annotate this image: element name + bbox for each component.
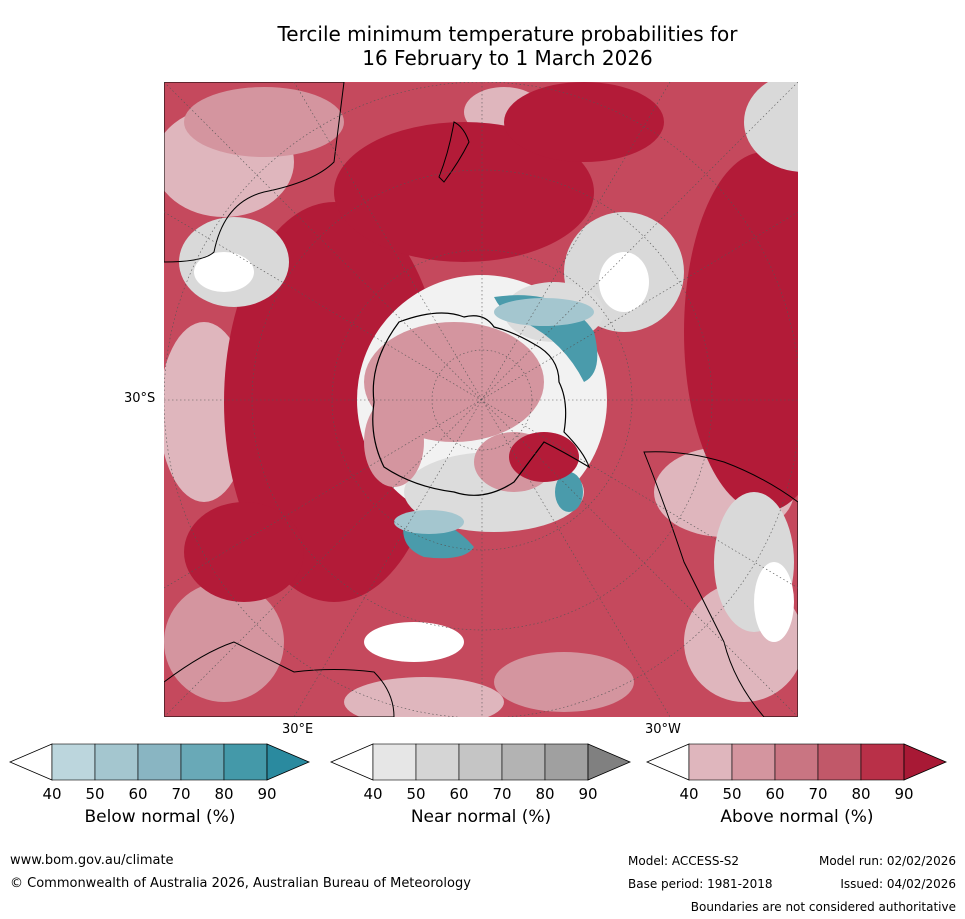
colorbar-tick-label: 80	[214, 785, 233, 803]
colorbar-below-normal: 40 50 60 70 80 90	[8, 743, 311, 805]
colorbar-tick-label: 90	[257, 785, 276, 803]
map-title: Tercile minimum temperature probabilitie…	[0, 22, 965, 70]
title-line-2: 16 February to 1 March 2026	[362, 46, 653, 70]
colorbar-segment	[180, 743, 225, 781]
africa-coastline	[164, 641, 395, 717]
colorbar-graphic: 40 50 60 70 80 90	[8, 743, 311, 803]
colorbar-segment	[544, 743, 589, 781]
colorbar-segment	[415, 743, 460, 781]
colorbar-tick-label: 50	[722, 785, 741, 803]
colorbar-tick-label: 90	[894, 785, 913, 803]
australia-coastline	[164, 82, 345, 263]
probability-map	[164, 82, 798, 717]
colorbar-segment	[223, 743, 268, 781]
colorbar-tick-label: 80	[535, 785, 554, 803]
strong-red-areas	[184, 82, 798, 602]
colorbar-segment	[860, 743, 905, 781]
colorbar-graphic: 40 50 60 70 80 90	[645, 743, 948, 803]
colorbar-tick-label: 50	[85, 785, 104, 803]
colorbar-tick-label: 60	[128, 785, 147, 803]
website-link[interactable]: www.bom.gov.au/climate	[10, 853, 174, 868]
model-run-text: Model run: 02/02/2026	[818, 854, 956, 868]
colorbar-max-extend	[266, 743, 311, 781]
new-zealand-coastline	[438, 121, 470, 183]
colorbar-segment	[774, 743, 819, 781]
colorbar-tick-label: 70	[171, 785, 190, 803]
red-patch-weddell	[509, 432, 579, 482]
colorbar-tick-label: 70	[492, 785, 511, 803]
colorbar-segment	[817, 743, 862, 781]
colorbar-segment	[731, 743, 776, 781]
colorbar-graphic: 40 50 60 70 80 90	[329, 743, 632, 803]
colorbar-segment	[137, 743, 182, 781]
colorbar-tick-label: 40	[363, 785, 382, 803]
colorbar-tick-label: 60	[765, 785, 784, 803]
colorbar-min-extend	[329, 743, 374, 781]
disclaimer-text: Boundaries are not considered authoritat…	[690, 900, 956, 914]
colorbar-tick-label: 80	[851, 785, 870, 803]
colorbar-max-extend	[903, 743, 948, 781]
colorbar-min-extend	[645, 743, 690, 781]
antarctica-coastline	[372, 312, 591, 496]
colorbar-max-extend	[587, 743, 632, 781]
below-normal-light	[394, 298, 594, 534]
latitude-label: 30°S	[124, 391, 156, 406]
colorbar-tick-label: 50	[406, 785, 425, 803]
colorbar-min-extend	[8, 743, 53, 781]
south-america-coastline	[643, 451, 798, 717]
graticule	[164, 82, 798, 717]
colorbar-segment	[501, 743, 546, 781]
colorbar-below-normal-title: Below normal (%)	[84, 807, 236, 827]
colorbar-segment	[458, 743, 503, 781]
colorbar-tick-label: 40	[42, 785, 61, 803]
colorbar-near-normal-title: Near normal (%)	[410, 807, 552, 827]
colorbar-tick-label: 90	[578, 785, 597, 803]
colorbar-segment	[688, 743, 733, 781]
colorbar-tick-label: 70	[808, 785, 827, 803]
longitude-label-west: 30°W	[645, 722, 681, 737]
colorbar-segment	[51, 743, 96, 781]
base-period-text: Base period: 1981-2018	[628, 877, 773, 891]
colorbar-near-normal: 40 50 60 70 80 90	[329, 743, 632, 805]
colorbar-tick-label: 40	[679, 785, 698, 803]
colorbar-segment	[372, 743, 417, 781]
issued-text: Issued: 04/02/2026	[840, 877, 956, 891]
colorbar-above-normal-title: Above normal (%)	[720, 807, 874, 827]
model-text: Model: ACCESS-S2	[628, 854, 740, 868]
colorbar-tick-label: 60	[449, 785, 468, 803]
title-line-1: Tercile minimum temperature probabilitie…	[277, 22, 738, 46]
copyright-text: © Commonwealth of Australia 2026, Austra…	[10, 876, 471, 891]
colorbar-segment	[94, 743, 139, 781]
map-graphic	[164, 82, 798, 717]
white-patches	[194, 252, 794, 662]
colorbar-above-normal: 40 50 60 70 80 90	[645, 743, 948, 805]
longitude-label-east: 30°E	[282, 722, 314, 737]
